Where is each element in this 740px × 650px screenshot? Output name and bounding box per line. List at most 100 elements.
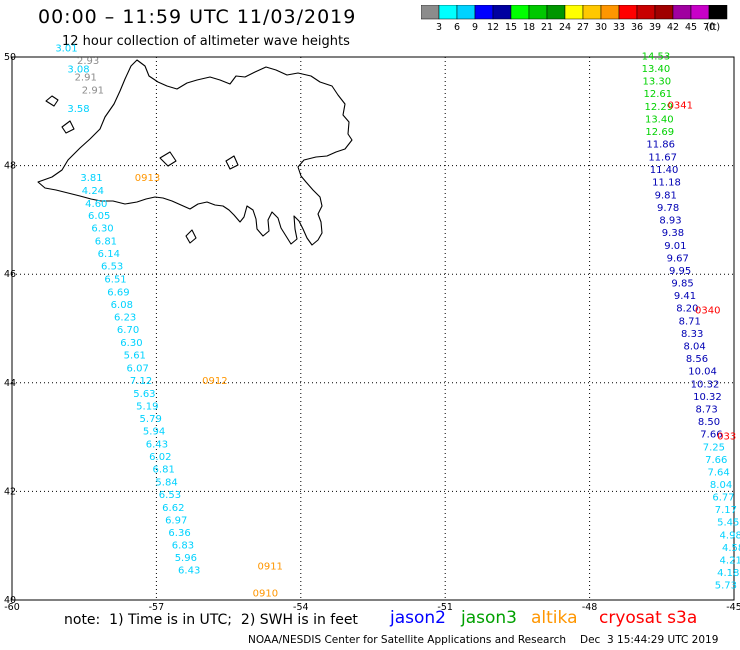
wave-height-label: 6.30 — [91, 223, 113, 234]
wave-height-label: 2.91 — [82, 85, 104, 96]
wave-height-label: 6.62 — [162, 503, 184, 514]
color-label: 12 — [487, 22, 499, 33]
island-outline — [225, 155, 239, 170]
wave-height-label: 8.33 — [681, 329, 703, 340]
wave-height-label: 4.24 — [82, 186, 104, 197]
wave-height-label: 11.86 — [646, 140, 675, 151]
wave-height-label: 10.32 — [691, 380, 720, 391]
color-swatch — [708, 5, 728, 20]
color-label: 70 — [703, 22, 715, 33]
y-tick-label: 46 — [4, 269, 16, 280]
chart-subtitle: 12 hour collection of altimeter wave hei… — [62, 34, 350, 49]
wave-height-label: 5.79 — [140, 414, 162, 425]
wave-height-label: 6.81 — [95, 236, 117, 247]
generated-timestamp: Dec 3 15:44:29 UTC 2019 — [580, 634, 719, 646]
wave-height-label: 5.73 — [715, 581, 737, 592]
wave-height-label: 14.53 — [642, 52, 671, 63]
wave-height-label: 8.71 — [679, 317, 701, 328]
wave-height-label: 6.77 — [712, 493, 734, 504]
wave-height-label: 0912 — [202, 376, 227, 387]
color-label: 30 — [595, 22, 607, 33]
wave-height-label: 9.41 — [674, 291, 696, 302]
wave-height-label: 9.67 — [667, 254, 689, 265]
wave-height-label: 7.25 — [703, 443, 725, 454]
wave-height-label: 8.93 — [659, 216, 681, 227]
wave-height-label: 6.14 — [98, 249, 120, 260]
wave-height-map: -60 -57 -54 -51 -48 -45 50 48 46 44 42 40 2.93 2.91 2.… — [4, 44, 740, 610]
wave-height-label: 5.94 — [143, 426, 165, 437]
wave-height-label: 6.05 — [88, 211, 110, 222]
y-tick-label: 50 — [4, 52, 16, 63]
wave-height-label: 4.60 — [85, 199, 107, 210]
wave-height-label: 6.43 — [178, 565, 200, 576]
wave-height-label: 7.64 — [708, 468, 730, 479]
wave-height-label: 9.81 — [655, 191, 677, 202]
color-label: 36 — [631, 22, 643, 33]
color-legend: 3 6 9 12 15 18 21 24 27 30 33 36 39 42 45 70(ft) — [421, 5, 728, 33]
wave-height-label: 3.08 — [67, 65, 89, 76]
wave-height-label: 3.01 — [55, 44, 77, 55]
wave-height-label: 12.69 — [645, 127, 674, 138]
island-outline — [185, 229, 197, 244]
wave-height-label: 4.98 — [720, 531, 740, 542]
wave-height-label: 6.30 — [120, 338, 142, 349]
x-tick-label: -45 — [726, 602, 740, 610]
color-label: 24 — [559, 22, 571, 33]
wave-height-label: 9.78 — [657, 203, 679, 214]
wave-height-label: 5.19 — [136, 401, 158, 412]
wave-height-label: 5.63 — [133, 389, 155, 400]
chart-title: 00:00 – 11:59 UTC 11/03/2019 — [38, 6, 357, 28]
wave-height-label: 4.58 — [722, 543, 740, 554]
x-tick-label: -48 — [582, 602, 598, 610]
credit-line: NOAA/NESDIS Center for Satellite Applica… — [248, 634, 566, 646]
footer-note: note: 1) Time is in UTC; 2) SWH is in fe… — [64, 612, 358, 628]
island-outline — [45, 95, 59, 107]
wave-height-label: 6.23 — [114, 312, 136, 323]
legend-jason3: jason3 — [461, 608, 517, 628]
coastline — [37, 59, 353, 246]
wave-height-label: 9.95 — [669, 266, 691, 277]
wave-height-label: 10.04 — [688, 367, 717, 378]
wave-height-label: 13.40 — [642, 64, 671, 75]
wave-height-label: 12.29 — [644, 102, 673, 113]
wave-height-label: 6.02 — [149, 452, 171, 463]
wave-height-label: 3.81 — [80, 173, 102, 184]
wave-height-label: 6.36 — [168, 528, 190, 539]
wave-height-label: 0913 — [135, 173, 160, 184]
wave-height-label: 11.18 — [652, 178, 681, 189]
x-tick-label: -54 — [293, 602, 309, 610]
x-tick-label: -51 — [437, 602, 453, 610]
wave-height-label: 13.40 — [645, 115, 674, 126]
wave-height-label: 6.53 — [159, 490, 181, 501]
wave-height-label: 0910 — [253, 589, 278, 600]
island-outline — [61, 120, 75, 134]
wave-height-label: 6.81 — [153, 464, 175, 475]
color-unit-label: (ft) — [706, 22, 720, 33]
color-label: 21 — [541, 22, 553, 33]
y-tick-label: 44 — [4, 378, 16, 389]
wave-height-label: 3.58 — [67, 104, 89, 115]
x-tick-label: -60 — [4, 602, 20, 610]
legend-altika: altika — [531, 608, 578, 628]
wave-height-label: 4.21 — [720, 556, 740, 567]
wave-height-label: 6.70 — [117, 325, 139, 336]
color-label: 18 — [523, 22, 535, 33]
x-tick-label: -57 — [149, 602, 165, 610]
color-label: 33 — [613, 22, 625, 33]
color-label: 45 — [685, 22, 697, 33]
wave-height-label: 9.85 — [671, 279, 693, 290]
wave-height-label: 4.18 — [717, 568, 739, 579]
legend-cryosat-s3a: cryosat s3a — [599, 608, 698, 628]
wave-height-label: 12.61 — [644, 89, 673, 100]
wave-height-label: 8.50 — [698, 417, 720, 428]
wave-height-label: 5.96 — [175, 553, 197, 564]
wave-height-label: 6.53 — [101, 261, 123, 272]
wave-height-label: 6.51 — [104, 274, 126, 285]
y-tick-label: 40 — [4, 595, 16, 606]
wave-height-label: 6.08 — [111, 300, 133, 311]
wave-height-label: 7.66 — [700, 430, 722, 441]
color-label: 39 — [649, 22, 661, 33]
color-label: 15 — [505, 22, 517, 33]
y-tick-label: 48 — [4, 161, 16, 172]
wave-height-label: 5.84 — [155, 477, 177, 488]
